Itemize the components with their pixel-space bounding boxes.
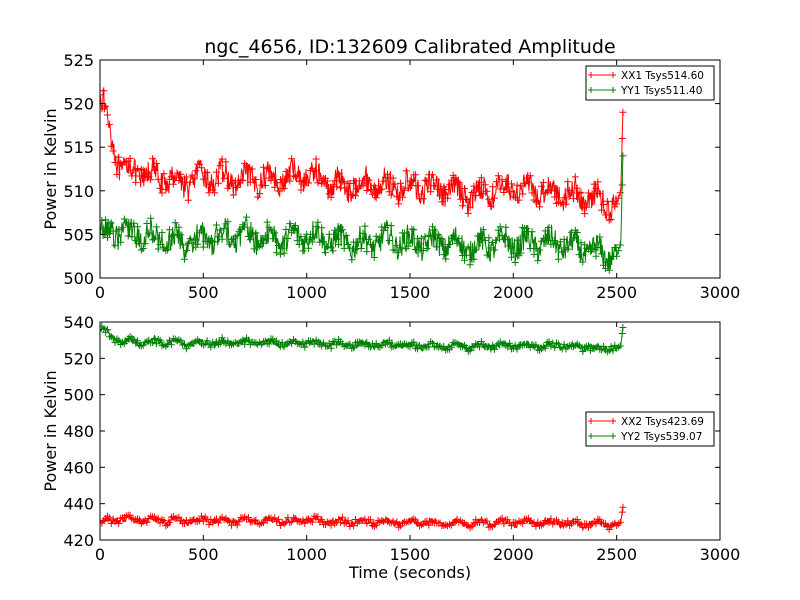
y-tick-label: 540 bbox=[63, 313, 94, 332]
series-markers bbox=[100, 503, 627, 533]
y-tick-label: 520 bbox=[63, 349, 94, 368]
legend-entry: YY2 Tsys539.07 bbox=[588, 431, 702, 443]
series-markers bbox=[100, 87, 627, 224]
x-tick-label: 2000 bbox=[493, 283, 534, 302]
y-axis-label: Power in Kelvin bbox=[41, 370, 60, 491]
top-panel: 0 500 1000 1500 2000 2500 30005005055105155205… bbox=[41, 51, 740, 302]
legend-marker bbox=[588, 433, 616, 439]
x-tick-label: 1000 bbox=[286, 283, 327, 302]
x-tick-label: 1000 bbox=[286, 545, 327, 564]
series-line bbox=[100, 88, 624, 221]
bottom-panel: 0 500 1000 1500 2000 2500 3000 420 440 460 480 500 5… bbox=[41, 313, 740, 582]
x-tick-label: 1500 bbox=[390, 283, 431, 302]
legend-label: YY1 Tsys511.40 bbox=[620, 85, 702, 97]
x-tick-label: 2500 bbox=[596, 283, 637, 302]
y-tick-label: 420 bbox=[63, 531, 94, 550]
legend-label: XX2 Tsys423.69 bbox=[621, 416, 704, 428]
x-tick-label: 2500 bbox=[596, 545, 637, 564]
y-tick-label: 505 bbox=[63, 225, 94, 244]
y-tick-label: 500 bbox=[63, 269, 94, 288]
series-markers bbox=[100, 152, 627, 274]
legend-box bbox=[585, 411, 715, 447]
x-axis-label: Time (seconds) bbox=[348, 563, 471, 582]
legend-entry: YY1 Tsys511.40 bbox=[588, 85, 702, 97]
y-axis-label: Power in Kelvin bbox=[41, 108, 60, 229]
plot-area bbox=[100, 322, 627, 533]
legend-entry: XX2 Tsys423.69 bbox=[588, 416, 704, 428]
x-tick-label: 0 bbox=[95, 545, 105, 564]
legend: XX2 Tsys423.69 YY2 Tsys539.07 bbox=[585, 411, 715, 447]
y-tick-label: 480 bbox=[63, 422, 94, 441]
x-tick-label: 2000 bbox=[493, 545, 534, 564]
legend-label: XX1 Tsys514.60 bbox=[621, 70, 704, 82]
x-tick-label: 0 bbox=[95, 283, 105, 302]
series-1 bbox=[100, 87, 627, 224]
legend-marker bbox=[588, 87, 616, 93]
series-markers bbox=[100, 322, 627, 356]
x-tick-label: 3000 bbox=[700, 545, 741, 564]
y-tick-label: 515 bbox=[63, 138, 94, 157]
legend-marker bbox=[588, 418, 616, 424]
chart-title: ngc_4656, ID:132609 Calibrated Amplitude bbox=[204, 36, 615, 58]
x-tick-label: 1500 bbox=[390, 545, 431, 564]
series-1 bbox=[100, 503, 627, 533]
legend-box bbox=[585, 65, 715, 101]
legend-marker bbox=[588, 72, 616, 78]
y-tick-label: 520 bbox=[63, 95, 94, 114]
legend-entry: XX1 Tsys514.60 bbox=[588, 70, 704, 82]
x-tick-label: 3000 bbox=[700, 283, 741, 302]
series-2 bbox=[100, 152, 627, 274]
x-tick-label: 500 bbox=[188, 283, 219, 302]
y-tick-label: 440 bbox=[63, 495, 94, 514]
y-tick-label: 500 bbox=[63, 386, 94, 405]
plot-area bbox=[100, 87, 627, 274]
y-tick-label: 510 bbox=[63, 182, 94, 201]
y-tick-label: 525 bbox=[63, 51, 94, 70]
series-2 bbox=[100, 322, 627, 356]
x-tick-label: 500 bbox=[188, 545, 219, 564]
legend: XX1 Tsys514.60 YY1 Tsys511.40 bbox=[585, 65, 715, 101]
y-tick-label: 460 bbox=[63, 458, 94, 477]
legend-label: YY2 Tsys539.07 bbox=[620, 431, 702, 443]
